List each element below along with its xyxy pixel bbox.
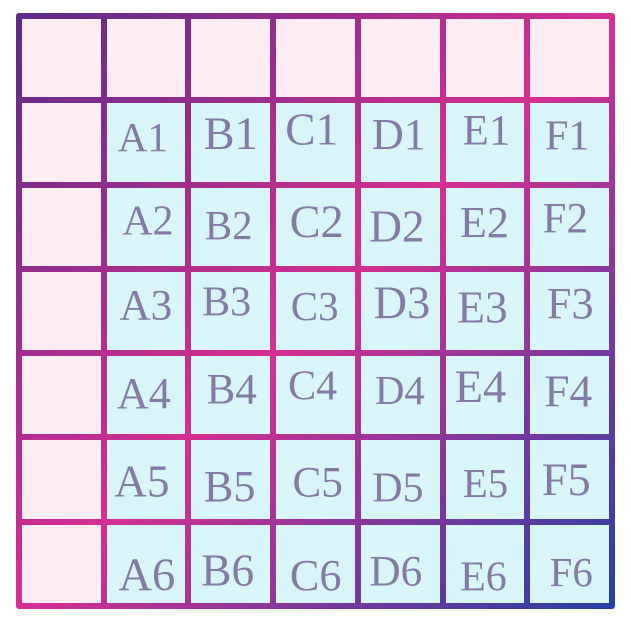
grid-cell-A5[interactable]: A5: [106, 440, 186, 519]
grid-cell-D4[interactable]: D4: [360, 356, 440, 435]
grid-cell-A1[interactable]: A1: [106, 103, 186, 182]
grid-cell-C1[interactable]: C1: [276, 103, 355, 182]
cell-label: E5: [463, 460, 509, 506]
cell-label: D3: [373, 276, 431, 329]
grid-cell-A3[interactable]: A3: [106, 271, 186, 351]
cell-label: B3: [202, 278, 252, 325]
grid-cell-empty: [22, 356, 101, 435]
cell-label: C5: [292, 458, 343, 507]
cell-label: A6: [118, 548, 176, 601]
grid-cell-empty: [22, 187, 101, 266]
grid-cell-E1[interactable]: E1: [445, 103, 525, 182]
grid-cell-D1[interactable]: D1: [360, 103, 440, 182]
grid-cell-E6[interactable]: E6: [445, 524, 525, 603]
cell-label: B5: [203, 461, 256, 511]
cell-label: D5: [372, 463, 424, 511]
grid-cell-D3[interactable]: D3: [360, 271, 440, 351]
cell-label: C3: [290, 283, 339, 330]
cell-label: D1: [372, 110, 427, 160]
cell-label: C6: [289, 550, 342, 600]
grid-cell-B1[interactable]: B1: [191, 103, 271, 182]
cell-label: B2: [204, 202, 253, 249]
grid-cell-empty: [360, 19, 440, 98]
cell-label: A4: [117, 369, 172, 419]
grid-cell-E4[interactable]: E4: [445, 356, 525, 435]
cell-label: E2: [460, 197, 510, 247]
grid-cell-F1[interactable]: F1: [530, 103, 609, 182]
grid-cell-B6[interactable]: B6: [191, 524, 271, 603]
cell-label: C1: [285, 104, 338, 156]
cell-label: C2: [289, 195, 344, 248]
grid-cell-D6[interactable]: D6: [360, 524, 440, 603]
cell-label: F6: [550, 549, 594, 596]
grid-cell-F4[interactable]: F4: [530, 356, 609, 435]
grid-cell-empty: [191, 19, 271, 98]
cell-label: E3: [457, 282, 509, 333]
grid-cell-C3[interactable]: C3: [276, 271, 355, 351]
cell-label: A3: [119, 281, 173, 330]
grid-cell-empty: [530, 19, 609, 98]
grid-cell-E2[interactable]: E2: [445, 187, 525, 266]
grid-cell-C2[interactable]: C2: [276, 187, 355, 266]
cell-label: D6: [369, 547, 423, 596]
grid-cell-D2[interactable]: D2: [360, 187, 440, 266]
cell-label: F5: [542, 453, 592, 505]
cell-label: F2: [542, 194, 589, 243]
grid-cell-E5[interactable]: E5: [445, 440, 525, 519]
cell-label: A2: [122, 196, 174, 244]
grid-cell-C4[interactable]: C4: [276, 356, 355, 435]
grid-cell-A4[interactable]: A4: [106, 356, 186, 435]
grid-cell-A6[interactable]: A6: [106, 524, 186, 603]
grid-cell-D5[interactable]: D5: [360, 440, 440, 519]
grid-cell-F6[interactable]: F6: [530, 524, 609, 603]
grid-cell-C6[interactable]: C6: [276, 524, 355, 603]
grid-cell-empty: [106, 19, 186, 98]
grid-cell-E3[interactable]: E3: [445, 271, 525, 351]
cell-label: F1: [545, 112, 590, 160]
grid-cell-B4[interactable]: B4: [191, 356, 271, 435]
grid-cell-empty: [22, 271, 101, 351]
cell-label: F3: [547, 278, 594, 329]
cell-label: A5: [114, 455, 170, 507]
cell-label: E6: [460, 552, 508, 600]
cell-label: B1: [203, 108, 258, 160]
grid-cell-F3[interactable]: F3: [530, 271, 609, 351]
grid-cell-B2[interactable]: B2: [191, 187, 271, 266]
grid-cell-B3[interactable]: B3: [191, 271, 271, 351]
cell-label: D4: [375, 368, 426, 414]
grid-cell-F5[interactable]: F5: [530, 440, 609, 519]
cell-label: A1: [118, 115, 169, 161]
cell-label: B6: [201, 545, 255, 596]
labeled-grid: A1 B1 C1 D1 E1 F1 A2 B2 C2 D2 E2 F2 A3 B3 C3 D3 E3 F3 A4 B4…: [16, 13, 615, 609]
grid-cell-C5[interactable]: C5: [276, 440, 355, 519]
grid-cell-empty: [22, 103, 101, 182]
cell-label: D2: [369, 200, 425, 252]
grid-cell-empty: [22, 440, 101, 519]
cell-label: F4: [544, 366, 593, 418]
grid-cell-empty: [22, 19, 101, 98]
grid-cell-A2[interactable]: A2: [106, 187, 186, 266]
grid-cell-empty: [445, 19, 525, 98]
grid-cell-empty: [276, 19, 355, 98]
grid-cell-empty: [22, 524, 101, 603]
grid-cell-F2[interactable]: F2: [530, 187, 609, 266]
cell-label: E1: [462, 106, 511, 155]
cell-label: E4: [455, 360, 507, 413]
cell-label: C4: [287, 362, 338, 410]
grid-cell-B5[interactable]: B5: [191, 440, 271, 519]
cell-label: B4: [206, 365, 257, 414]
